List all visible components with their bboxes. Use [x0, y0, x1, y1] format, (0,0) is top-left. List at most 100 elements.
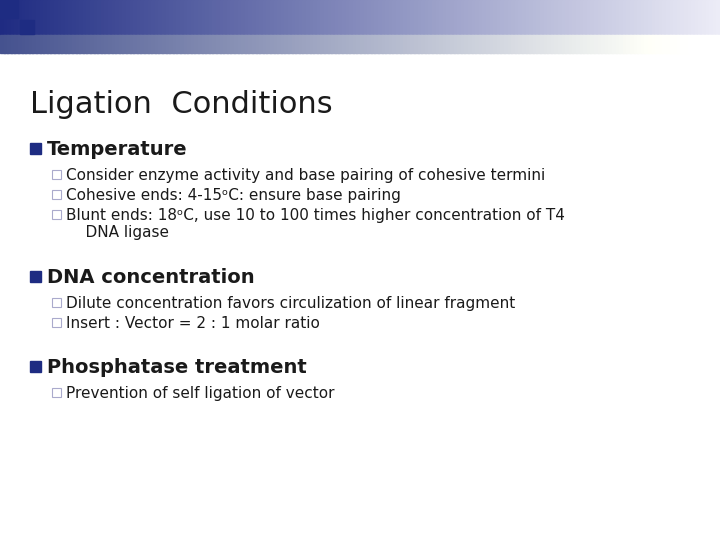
Bar [446, 0, 451, 35]
Bar [68, 0, 73, 35]
Bar [407, 35, 411, 53]
Bar [256, 0, 260, 35]
Bar [158, 35, 163, 53]
Bar [558, 35, 562, 53]
Bar [576, 35, 580, 53]
Bar [389, 0, 393, 35]
Bar [454, 35, 458, 53]
Bar [518, 0, 523, 35]
Bar [670, 35, 674, 53]
Bar [40, 35, 44, 53]
Bar [598, 35, 602, 53]
Bar [72, 35, 76, 53]
Bar [526, 35, 530, 53]
Bar [608, 35, 613, 53]
Bar [410, 35, 415, 53]
Bar [306, 0, 310, 35]
Bar [569, 0, 573, 35]
Bar [14, 35, 19, 53]
Bar [317, 0, 321, 35]
Bar [360, 35, 364, 53]
Bar [533, 35, 537, 53]
Bar [119, 35, 123, 53]
Bar [688, 35, 692, 53]
Bar [83, 0, 87, 35]
Bar [468, 0, 472, 35]
Bar [72, 0, 76, 35]
Bar [500, 35, 505, 53]
Bar [32, 35, 37, 53]
Bar [266, 35, 271, 53]
Bar [54, 0, 58, 35]
Bar [184, 0, 188, 35]
Bar [630, 35, 634, 53]
Bar [97, 35, 102, 53]
Bar [482, 35, 487, 53]
Bar [425, 35, 429, 53]
Bar [220, 0, 224, 35]
Bar [644, 35, 649, 53]
Bar [130, 35, 134, 53]
Bar [414, 0, 418, 35]
Bar [259, 0, 264, 35]
Bar [14, 0, 19, 35]
Bar [50, 35, 55, 53]
Bar [205, 35, 210, 53]
Bar [58, 35, 62, 53]
Bar [529, 0, 534, 35]
Bar [475, 0, 480, 35]
Bar [184, 35, 188, 53]
Bar [536, 35, 541, 53]
Bar [331, 35, 336, 53]
Bar [612, 0, 616, 35]
Bar [108, 0, 112, 35]
Bar [713, 0, 717, 35]
Bar [371, 35, 375, 53]
Bar [605, 0, 609, 35]
Bar [436, 0, 440, 35]
Bar [18, 35, 22, 53]
Bar [137, 35, 141, 53]
Bar [544, 35, 548, 53]
Bar [0, 0, 4, 35]
Bar [601, 35, 606, 53]
Bar [655, 0, 660, 35]
Bar [598, 0, 602, 35]
Bar [144, 35, 148, 53]
Bar [302, 0, 307, 35]
Bar [238, 0, 242, 35]
Bar [590, 0, 595, 35]
Bar [616, 35, 620, 53]
Bar [299, 35, 303, 53]
Bar [0, 0, 18, 18]
Bar [522, 35, 526, 53]
Bar [446, 35, 451, 53]
Bar [443, 35, 447, 53]
Bar [353, 35, 357, 53]
Bar [52, 190, 61, 199]
Bar [378, 0, 382, 35]
Bar [457, 35, 462, 53]
Bar [461, 0, 465, 35]
Bar [374, 35, 379, 53]
Bar [605, 35, 609, 53]
Bar [454, 0, 458, 35]
Bar [558, 0, 562, 35]
Bar [295, 0, 300, 35]
Bar [52, 298, 61, 307]
Bar [396, 35, 400, 53]
Bar [486, 0, 490, 35]
Text: Dilute concentration favors circulization of linear fragment: Dilute concentration favors circulizatio… [66, 296, 516, 311]
Bar [493, 0, 498, 35]
Bar [281, 35, 285, 53]
Bar [284, 35, 289, 53]
Bar [565, 35, 570, 53]
Bar [385, 0, 390, 35]
Bar [666, 35, 670, 53]
Bar [479, 0, 483, 35]
Bar [65, 0, 69, 35]
Bar [659, 0, 663, 35]
Bar [144, 0, 148, 35]
Bar [209, 0, 213, 35]
Bar [410, 0, 415, 35]
